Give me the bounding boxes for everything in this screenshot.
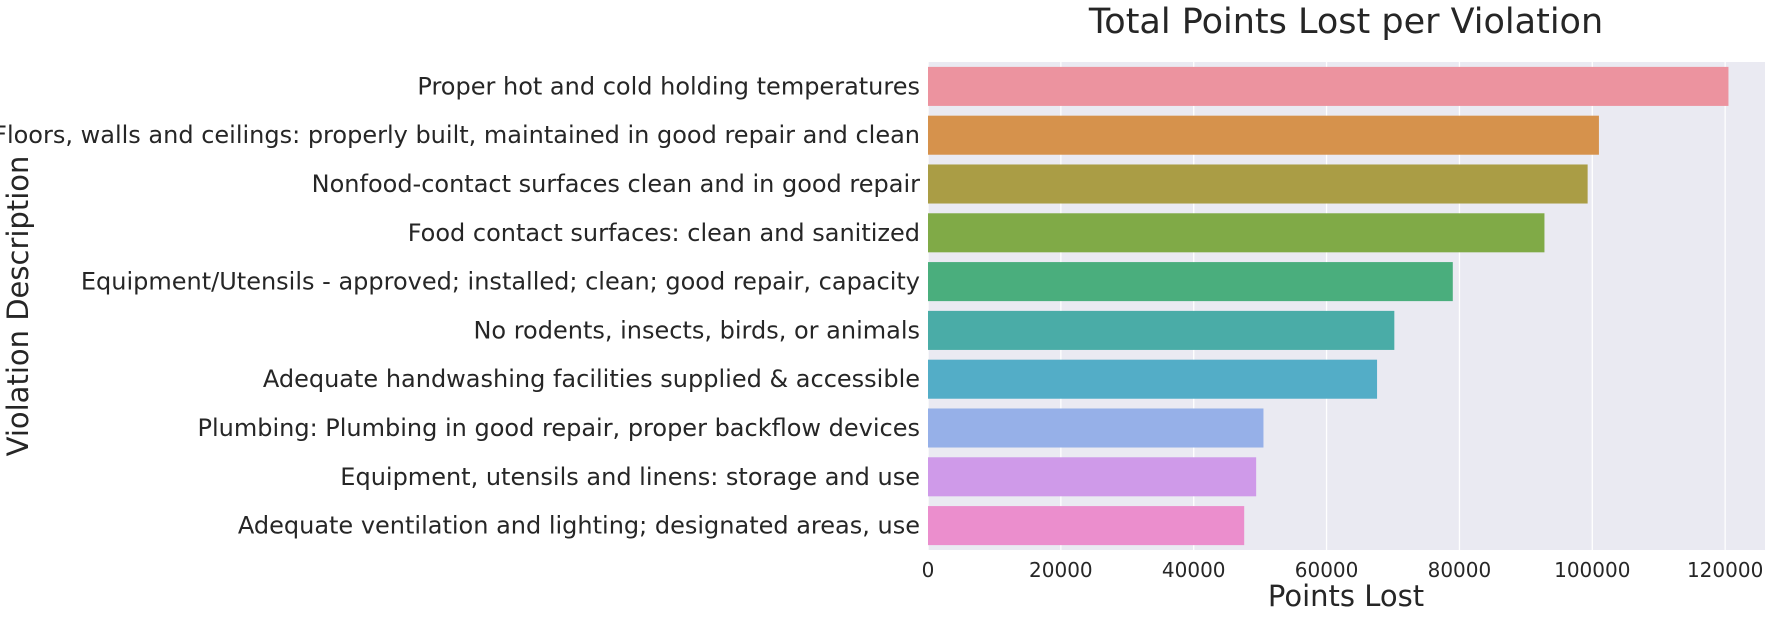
- category-label: Equipment, utensils and linens: storage …: [340, 463, 920, 491]
- bar: [928, 506, 1245, 546]
- x-tick-label: 0: [922, 558, 935, 582]
- category-label: Floors, walls and ceilings: properly bui…: [0, 121, 920, 149]
- category-label: Adequate ventilation and lighting; desig…: [238, 512, 920, 540]
- bar: [928, 310, 1395, 350]
- bar: [928, 66, 1729, 106]
- x-tick-label: 40000: [1162, 558, 1226, 582]
- x-tick-label: 80000: [1428, 558, 1492, 582]
- category-label: Food contact surfaces: clean and sanitiz…: [408, 219, 920, 247]
- x-tick-label: 120000: [1687, 558, 1763, 582]
- y-axis-label: Violation Description: [1, 156, 35, 457]
- bars: [928, 66, 1729, 546]
- bar: [928, 359, 1378, 399]
- category-label: No rodents, insects, birds, or animals: [473, 316, 920, 344]
- x-tick-label: 20000: [1029, 558, 1093, 582]
- x-tick-label: 60000: [1295, 558, 1359, 582]
- bar: [928, 408, 1264, 448]
- x-axis-label: Points Lost: [1268, 579, 1424, 613]
- category-label: Plumbing: Plumbing in good repair, prope…: [198, 414, 921, 442]
- category-label: Nonfood-contact surfaces clean and in go…: [312, 170, 920, 198]
- bar: [928, 213, 1545, 253]
- category-labels: Proper hot and cold holding temperatures…: [0, 72, 920, 539]
- category-label: Adequate handwashing facilities supplied…: [263, 365, 920, 393]
- bar: [928, 262, 1453, 302]
- chart-title: Total Points Lost per Violation: [1088, 2, 1603, 42]
- bar: [928, 115, 1599, 155]
- bar: [928, 457, 1257, 497]
- x-tick-label: 100000: [1554, 558, 1630, 582]
- category-label: Equipment/Utensils - approved; installed…: [81, 268, 920, 296]
- category-label: Proper hot and cold holding temperatures: [417, 72, 920, 100]
- x-tick-labels: 0 20000 40000 60000 80000 100000 120000: [922, 558, 1764, 582]
- bar: [928, 164, 1588, 204]
